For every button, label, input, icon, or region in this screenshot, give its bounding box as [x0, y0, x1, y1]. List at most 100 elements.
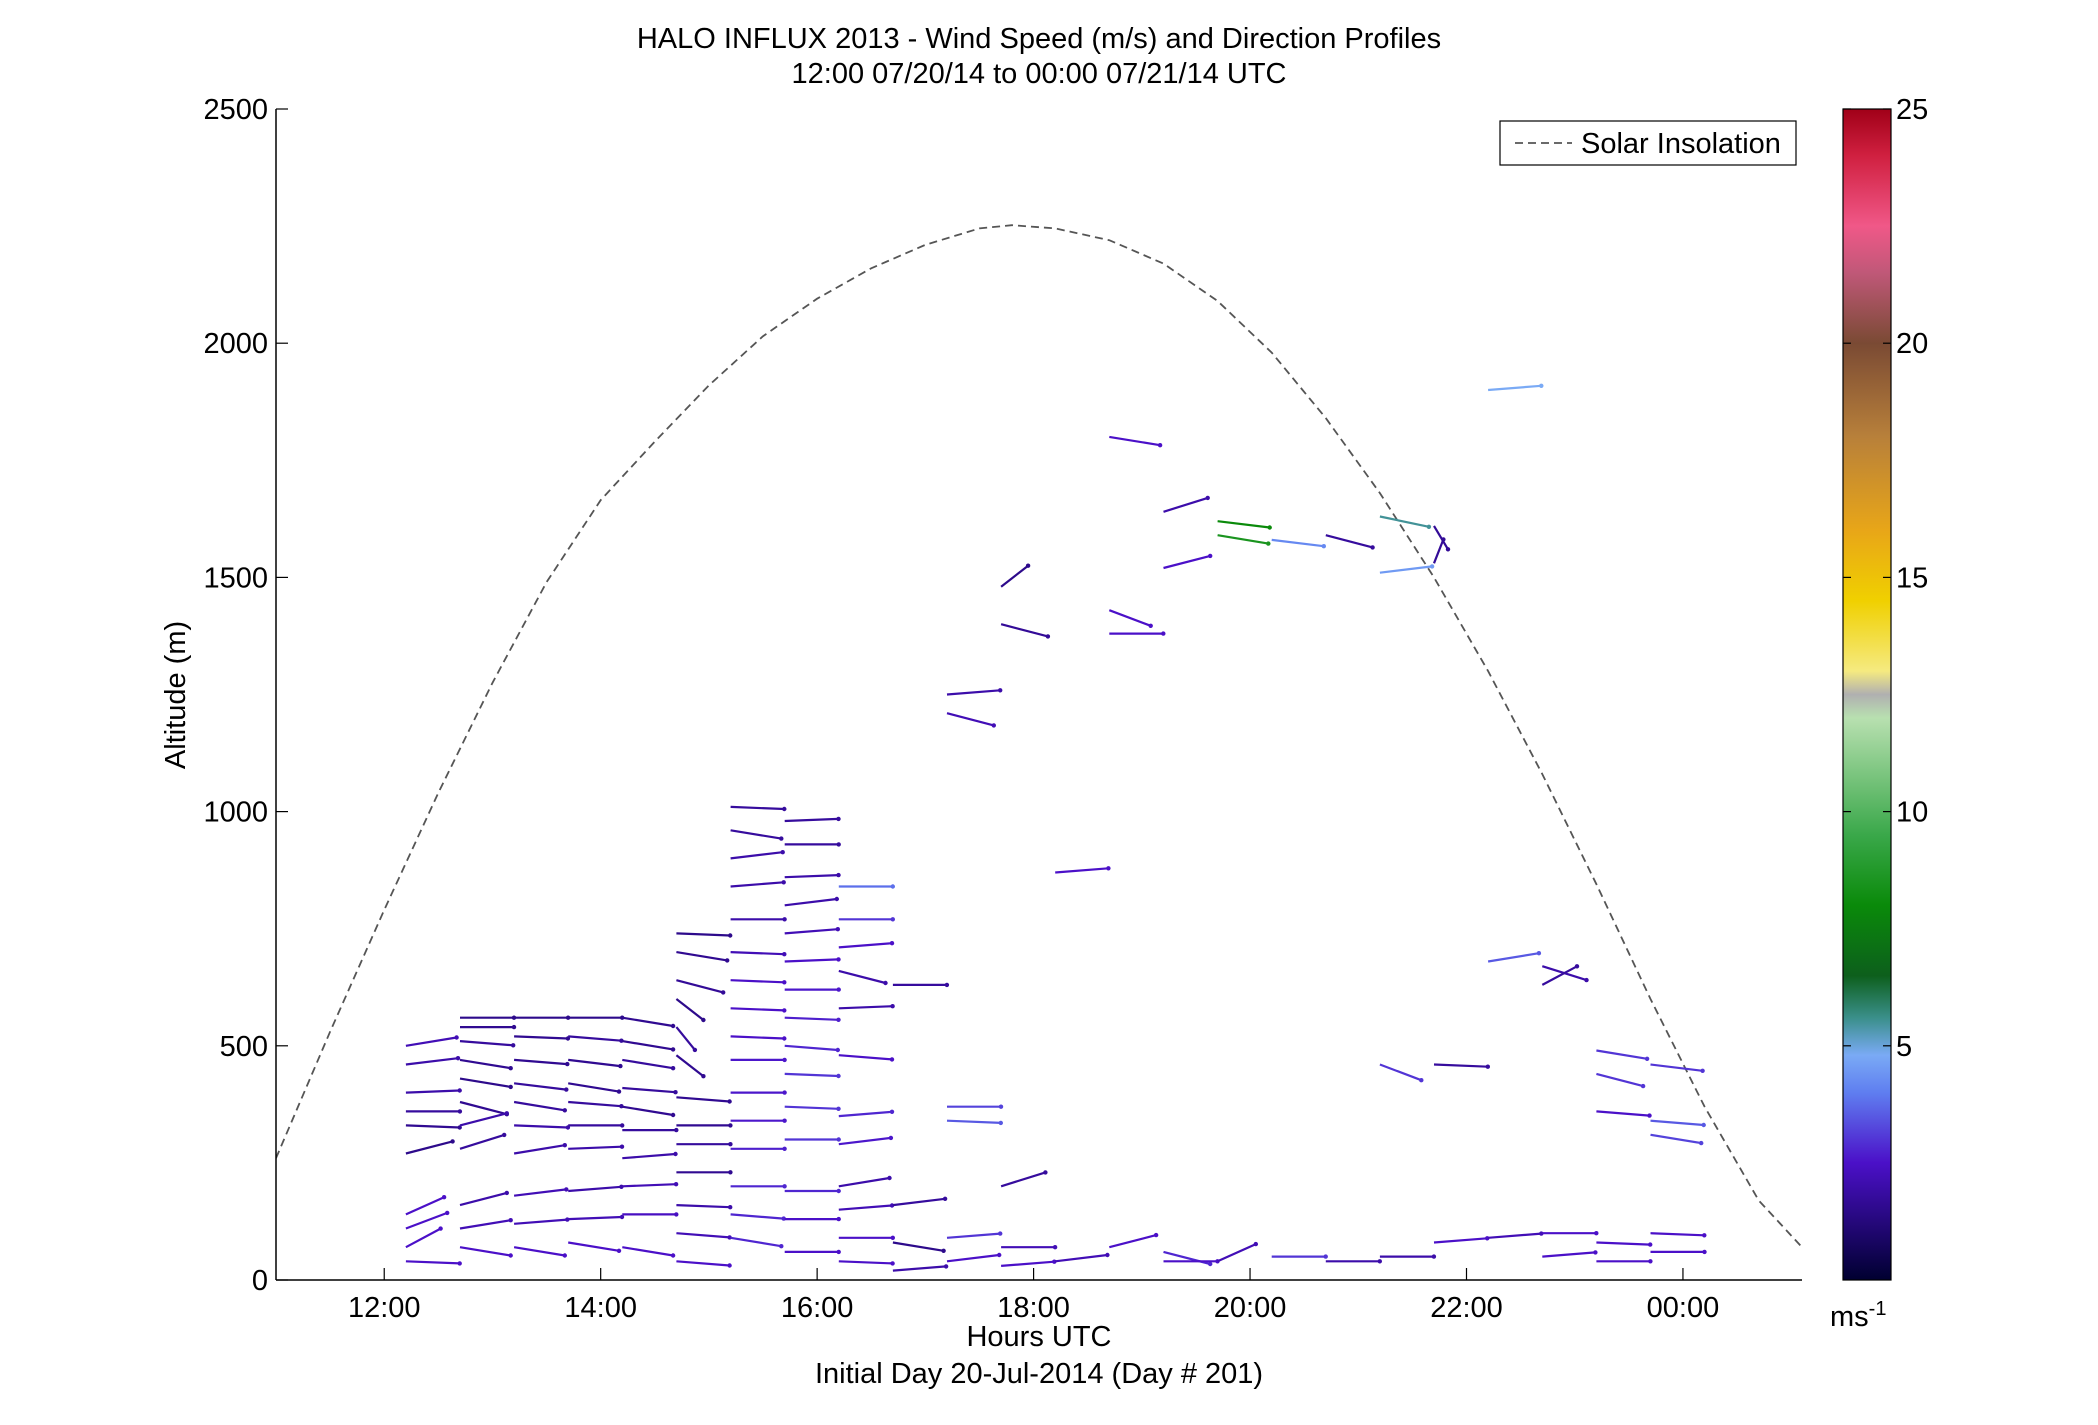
wind-vector-tip: [836, 1106, 841, 1112]
wind-vector-shaft: [838, 1136, 892, 1146]
wind-vector-tip: [998, 1120, 1003, 1126]
wind-vector: [405, 1056, 461, 1066]
wind-vector-tip: [1431, 1254, 1437, 1259]
wind-vector-shaft: [784, 1072, 839, 1078]
wind-vector-tip: [782, 980, 787, 985]
wind-vector: [838, 1235, 895, 1241]
wind-vector-shaft: [1163, 554, 1211, 570]
wind-vector-shaft: [568, 1035, 622, 1042]
y-tick-label: 1500: [203, 562, 268, 594]
wind-vector-tip: [1045, 634, 1051, 639]
wind-vector-shaft: [784, 897, 837, 907]
wind-vector-tip: [564, 1187, 569, 1192]
wind-vector-shaft: [405, 1196, 445, 1216]
wind-vector: [622, 1127, 679, 1133]
wind-vector-shaft: [459, 1246, 511, 1257]
wind-vector-shaft: [622, 1040, 674, 1051]
wind-vector: [730, 979, 787, 985]
wind-vector-shaft: [838, 1005, 893, 1010]
wind-vector-tip: [445, 1210, 450, 1216]
wind-vector-tip: [727, 1099, 732, 1104]
wind-vector: [460, 1024, 517, 1030]
wind-vector-tip: [836, 842, 841, 847]
wind-vector-tip: [441, 1195, 447, 1200]
colorbar-unit-exponent: -1: [1869, 1298, 1887, 1320]
wind-vector-shaft: [513, 1246, 565, 1257]
wind-vector-shaft: [1217, 1243, 1257, 1263]
colorbar-tick-label: 15: [1896, 562, 1928, 594]
wind-vector: [730, 1236, 784, 1249]
wind-vector-tip: [1593, 1250, 1598, 1255]
wind-vector: [784, 987, 841, 992]
wind-vector-tip: [943, 1264, 949, 1269]
wind-vector-shaft: [513, 1144, 565, 1155]
wind-vector-shaft: [514, 1218, 568, 1225]
y-tick-label: 2500: [203, 94, 268, 126]
wind-vector-shaft: [1271, 538, 1324, 548]
legend-box: [1499, 120, 1797, 166]
wind-vector: [1541, 964, 1580, 986]
wind-vector-shaft: [730, 805, 785, 811]
wind-vector-shaft: [1432, 538, 1445, 564]
wind-vector: [459, 1132, 507, 1150]
wind-vector-shaft: [405, 1227, 442, 1249]
wind-vector-tip: [618, 1063, 623, 1069]
wind-vector-shaft: [1217, 534, 1269, 545]
wind-vector-shaft: [459, 1077, 511, 1088]
wind-vector: [946, 1119, 1003, 1126]
wind-vector-shaft: [514, 1035, 568, 1040]
wind-vector-shaft: [1379, 515, 1430, 528]
wind-vector: [1488, 383, 1544, 392]
wind-vector-shaft: [730, 979, 785, 984]
wind-vector: [459, 1190, 509, 1207]
wind-vector-tip: [782, 1008, 787, 1013]
wind-vector: [730, 850, 785, 860]
wind-vector: [838, 1175, 892, 1188]
wind-vector-tip: [670, 1112, 676, 1118]
wind-vector-shaft: [622, 1152, 676, 1160]
wind-vector-tip: [619, 1144, 625, 1149]
wind-vector-tip: [457, 1125, 462, 1130]
wind-vector-shaft: [568, 1058, 621, 1068]
wind-vector-shaft: [1055, 1253, 1108, 1263]
wind-vector: [784, 842, 841, 847]
wind-vector-tip: [1445, 547, 1451, 552]
wind-vector-shaft: [838, 1260, 893, 1265]
wind-vector-shaft: [1433, 1237, 1488, 1244]
wind-vector: [1650, 1232, 1707, 1238]
wind-vector-tip: [1323, 1254, 1328, 1259]
wind-vector: [1650, 1063, 1705, 1074]
wind-vector-tip: [1648, 1242, 1653, 1247]
wind-vector: [1542, 1231, 1599, 1236]
wind-vector-shaft: [459, 1219, 511, 1230]
wind-vector-tip: [1025, 563, 1031, 568]
wind-vector-shaft: [405, 1036, 457, 1047]
wind-vector: [459, 1218, 513, 1230]
wind-vector-shaft: [405, 1211, 448, 1230]
wind-vector-shaft: [1379, 1063, 1422, 1082]
colorbar: 5 10 15 20 25 ms-1: [1830, 94, 1928, 1333]
wind-vector-tip: [616, 1089, 622, 1094]
wind-vector: [1109, 435, 1163, 448]
wind-vector-tip: [1429, 564, 1435, 569]
wind-vector: [1596, 1259, 1653, 1264]
wind-vector-shaft: [1650, 1119, 1704, 1127]
wind-vector: [947, 1104, 1004, 1109]
wind-vector-shaft: [784, 817, 839, 823]
wind-vector-tip: [782, 1146, 787, 1152]
x-tick-label: 18:00: [997, 1292, 1070, 1324]
wind-vector-tip: [457, 1261, 462, 1266]
wind-vector: [405, 1139, 455, 1155]
wind-vector: [1433, 1063, 1491, 1069]
wind-vector-shaft: [622, 1105, 674, 1117]
wind-vector-shaft: [459, 1040, 514, 1047]
wind-vector: [514, 1015, 571, 1020]
wind-vector: [568, 1241, 622, 1254]
wind-vector: [622, 1058, 676, 1071]
wind-vector: [730, 1035, 787, 1041]
wind-vector-shaft: [676, 951, 728, 962]
wind-vector-shaft: [676, 1232, 730, 1239]
wind-vector-tip: [835, 1047, 840, 1053]
wind-vector: [676, 1204, 733, 1210]
wind-vector-tip: [1539, 383, 1544, 388]
